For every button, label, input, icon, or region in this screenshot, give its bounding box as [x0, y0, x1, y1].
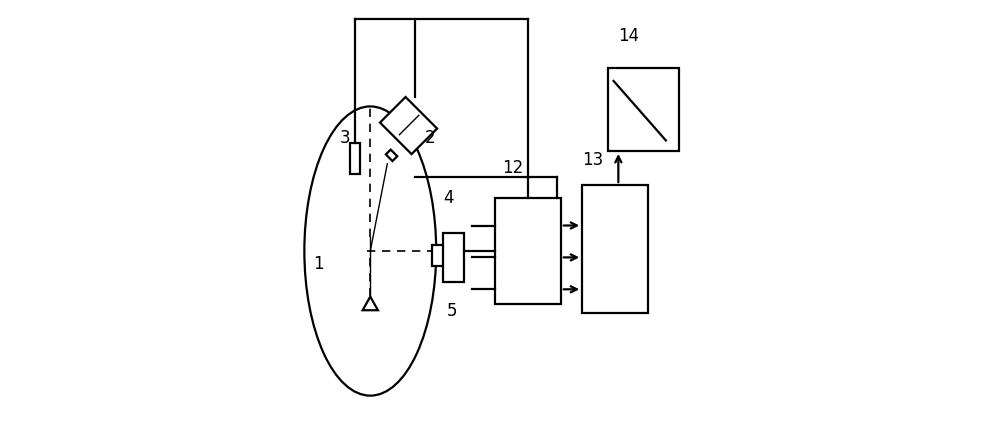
Text: 2: 2 [425, 129, 435, 147]
Bar [350, 143, 360, 174]
Bar [582, 185, 648, 312]
Text: 5: 5 [447, 302, 457, 320]
Text: 4: 4 [443, 189, 453, 207]
Text: 13: 13 [582, 151, 603, 168]
Bar [432, 245, 444, 266]
Bar [386, 150, 397, 161]
Polygon shape [363, 296, 378, 310]
Bar [495, 198, 561, 304]
Text: 3: 3 [339, 129, 350, 147]
Text: 14: 14 [618, 27, 639, 45]
Ellipse shape [304, 106, 436, 396]
Bar [380, 97, 437, 154]
Text: 12: 12 [502, 159, 523, 177]
Bar [608, 68, 679, 151]
Bar [443, 233, 464, 282]
Text: 1: 1 [313, 255, 323, 273]
